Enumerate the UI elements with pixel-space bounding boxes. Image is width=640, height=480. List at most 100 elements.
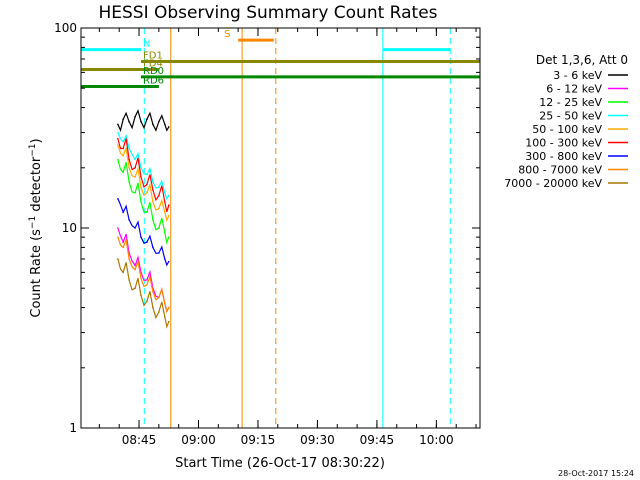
series-8-point-0 — [117, 258, 119, 260]
x-tick-label-3: 09:30 — [300, 433, 335, 447]
series-0-point-2 — [128, 120, 130, 123]
series-0-point-7 — [158, 120, 160, 123]
series-5-point-3 — [134, 166, 136, 169]
series-4-point-1 — [122, 154, 124, 157]
series-3-point-6 — [152, 181, 154, 183]
y-tick-label-2: 100 — [54, 21, 77, 35]
series-7-point-8 — [163, 302, 166, 305]
series-7-point-4 — [140, 277, 142, 280]
legend-label-7: 800 - 7000 keV — [518, 164, 602, 177]
series-2-point-5 — [146, 211, 148, 213]
series-8-point-6 — [152, 306, 154, 309]
series-7-point-9 — [167, 306, 170, 309]
legend-label-3: 25 - 50 keV — [539, 110, 602, 123]
series-6-point-9 — [167, 260, 170, 263]
series-0-point-6 — [152, 123, 154, 126]
legend-label-4: 50 - 100 keV — [532, 123, 602, 136]
x-axis-label: Start Time (26-Oct-17 08:30:22) — [175, 456, 385, 471]
y-axis-label-end: ) — [29, 138, 44, 143]
x-tick-label-0: 08:45 — [122, 433, 157, 447]
series-0-point-8 — [163, 123, 166, 126]
y-axis: 1 10 100 — [54, 21, 480, 435]
series-8-point-2 — [128, 279, 130, 281]
series-8-point-9 — [167, 320, 170, 323]
series-line-2 — [117, 159, 170, 245]
series-1-point-0 — [117, 227, 119, 229]
series-2-point-0 — [117, 158, 119, 161]
series-1-point-3 — [134, 264, 136, 267]
series-7-point-5 — [146, 283, 148, 286]
x-tick-label-5: 10:00 — [419, 433, 454, 447]
series-2-point-2 — [128, 181, 130, 183]
series-6-point-5 — [146, 241, 148, 243]
legend-label-1: 6 - 12 keV — [546, 83, 602, 96]
series-2-point-4 — [140, 201, 142, 203]
series-0-point-1 — [122, 118, 124, 120]
series-5-point-2 — [128, 158, 130, 161]
legend-label-5: 100 - 300 keV — [525, 137, 602, 150]
flag-label-fd1: FD1 — [143, 50, 163, 61]
series-8-point-1 — [122, 271, 124, 274]
series-6-point-2 — [128, 218, 130, 221]
series-2-point-1 — [122, 171, 124, 174]
series-5-point-9 — [167, 204, 170, 207]
series-line-6 — [117, 198, 170, 267]
series-6-point-3 — [134, 227, 136, 229]
legend-label-8: 7000 - 20000 keV — [504, 177, 602, 190]
series-7-point-7 — [158, 296, 160, 299]
series-6-point-8 — [163, 258, 166, 260]
series-4-point-0 — [117, 144, 119, 146]
series-line-4 — [117, 144, 170, 222]
series-0-point-3 — [134, 115, 136, 118]
series-0-point-9 — [167, 126, 170, 128]
series-4-point-8 — [163, 211, 166, 213]
y-axis-label-sup2: −1 — [28, 143, 38, 156]
series-6-point-4 — [140, 236, 142, 238]
series-5-point-0 — [117, 137, 119, 140]
series-3-point-8 — [163, 191, 166, 194]
series-8-point-5 — [146, 300, 148, 303]
x-tick-label-1: 09:00 — [181, 433, 216, 447]
plot-frame — [80, 27, 481, 429]
flag-label-rd0: RD0 — [143, 66, 164, 77]
series-8-point-4 — [140, 294, 142, 297]
series-3-point-5 — [146, 173, 148, 176]
x-axis: 08:45 09:00 09:15 09:30 09:45 10:00 — [98, 28, 477, 447]
series-8-point-8 — [163, 315, 166, 318]
series-3-point-1 — [122, 140, 124, 143]
legend-label-0: 3 - 6 keV — [553, 69, 602, 82]
series-6-point-7 — [158, 252, 160, 254]
series-0-point-4 — [140, 120, 142, 123]
series-2-point-3 — [134, 191, 136, 194]
legend-label-2: 12 - 25 keV — [539, 96, 602, 109]
series-6-point-1 — [122, 211, 124, 213]
series-8-point-7 — [158, 311, 160, 313]
series-3-point-0 — [117, 131, 119, 134]
series-7-point-3 — [134, 268, 136, 271]
legend-header: Det 1,3,6, Att 0 — [536, 53, 628, 67]
flag-label-n: N — [143, 39, 150, 50]
series-7-point-6 — [152, 290, 154, 293]
series-2-point-8 — [163, 231, 166, 234]
y-axis-label-mid: detector — [29, 156, 44, 216]
series-7-point-2 — [128, 258, 130, 260]
series-line-0 — [117, 108, 170, 133]
svg-text:Count Rate (s−1 detector−1): Count Rate (s−1 detector−1) — [28, 138, 44, 317]
series-5-point-7 — [158, 194, 160, 197]
series-4-point-9 — [167, 215, 170, 217]
series-2-point-6 — [152, 218, 154, 221]
series-3-point-4 — [140, 166, 142, 169]
series-8-point-3 — [134, 287, 136, 290]
timestamp: 28-Oct-2017 15:24 — [558, 469, 634, 478]
series-4-point-5 — [146, 191, 148, 194]
x-tick-label-4: 09:45 — [360, 433, 395, 447]
series-4-point-4 — [140, 186, 142, 188]
series-7-point-0 — [117, 236, 119, 238]
series-1-point-5 — [146, 279, 148, 281]
series-4-point-2 — [128, 166, 130, 169]
y-axis-label-group: Count Rate (s−1 detector−1) — [28, 138, 44, 317]
series-1-point-1 — [122, 241, 124, 243]
series-line-8 — [117, 258, 170, 329]
y-axis-label-sup1: −1 — [28, 216, 38, 229]
